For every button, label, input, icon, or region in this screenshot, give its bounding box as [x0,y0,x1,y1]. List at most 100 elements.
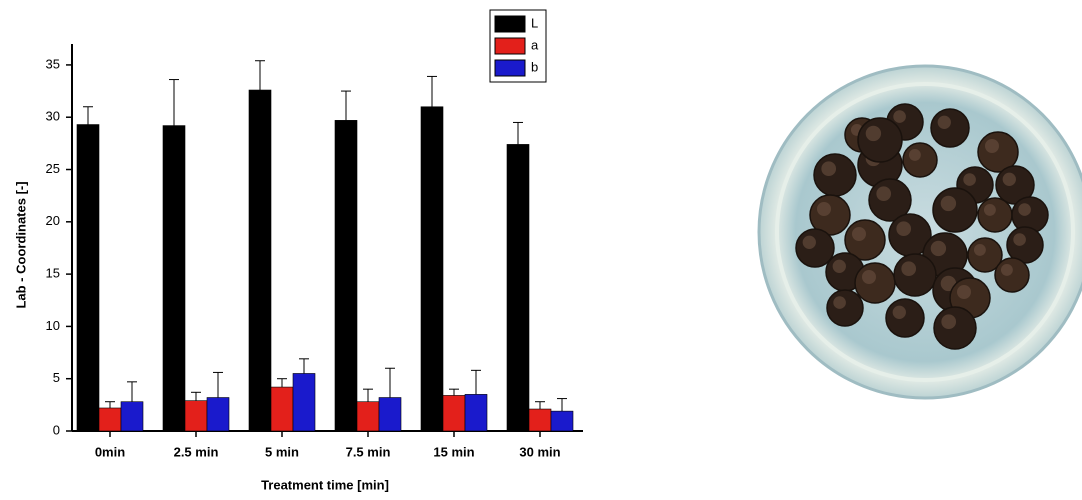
peppercorn-highlight [974,244,986,256]
x-tick-label: 7.5 min [346,444,391,459]
peppercorn [995,258,1029,292]
bar [121,402,143,431]
peppercorn-highlight [963,173,976,186]
peppercorn-highlight [1013,233,1026,246]
peppercorn [978,198,1012,232]
peppercorn-highlight [931,241,946,256]
x-tick-label: 30 min [519,444,560,459]
peppercorn [886,299,924,337]
bar [293,373,315,431]
bar [507,144,529,431]
bar [163,126,185,431]
error-bar [83,107,93,125]
peppercorn-highlight [985,139,999,153]
peppercorn-highlight [938,116,951,129]
legend-label: b [531,59,538,74]
peppercorn-highlight [901,261,916,276]
peppercorn [855,263,895,303]
figure: Treatment time [min] Lab - Coordinates [… [0,0,1082,500]
peppercorn-highlight [1003,173,1016,186]
peppercorn-highlight [821,161,836,176]
error-bar [255,61,265,90]
peppercorn [796,229,834,267]
peppercorn-highlight [1018,203,1031,216]
peppercorn-highlight [1001,264,1013,276]
peppercorn-highlight [817,202,831,216]
error-bar [105,402,115,408]
peppercorn-highlight [862,270,876,284]
error-bar [535,402,545,409]
bar [421,107,443,431]
error-bar [363,389,373,402]
peppercorn [933,188,977,232]
peppercorn-highlight [833,260,846,273]
peppercorn [814,154,856,196]
peppercorn [934,307,976,349]
error-bar [427,76,437,106]
error-bar [127,382,137,402]
legend-swatch [495,16,525,32]
bar [99,408,121,431]
error-bar [169,80,179,126]
peppercorn-highlight [941,196,956,211]
error-bar [299,359,309,374]
y-tick-label: 0 [53,422,60,437]
legend-swatch [495,60,525,76]
bar [443,395,465,431]
legend-label: L [531,15,538,30]
bar [185,401,207,431]
bar [465,394,487,431]
peppercorn-highlight [941,314,956,329]
bar [335,120,357,431]
y-tick-label: 15 [46,266,60,281]
bar [271,387,293,431]
peppercorn-highlight [852,227,866,241]
error-bar [341,91,351,120]
peppercorn-highlight [896,221,911,236]
error-bar [557,399,567,412]
peppercorn-highlight [893,306,906,319]
peppercorn [903,143,937,177]
bar [379,398,401,431]
error-bar [449,389,459,395]
peppercorn [931,109,969,147]
y-tick-label: 30 [46,109,60,124]
bar [249,90,271,431]
x-axis-label: Treatment time [min] [261,477,389,492]
bar [357,402,379,431]
peppercorn-highlight [833,296,846,309]
error-bar [385,368,395,397]
legend-swatch [495,38,525,54]
bar [77,125,99,431]
peppercorn [894,254,936,296]
y-tick-label: 20 [46,213,60,228]
peppercorn-highlight [866,126,881,141]
y-tick-label: 35 [46,56,60,71]
error-bar [191,392,201,400]
bar [207,398,229,431]
peppercorn [858,118,902,162]
x-tick-label: 0min [95,444,125,459]
peppercorn-photo [759,66,1082,398]
error-bar [513,122,523,144]
y-tick-label: 10 [46,318,60,333]
legend-label: a [531,37,539,52]
x-tick-label: 2.5 min [174,444,219,459]
peppercorn-highlight [957,285,971,299]
x-tick-label: 15 min [433,444,474,459]
peppercorn-highlight [984,204,996,216]
error-bar [213,372,223,397]
y-axis-label: Lab - Coordinates [-] [13,181,28,308]
bar [529,409,551,431]
peppercorn-highlight [893,110,906,123]
error-bar [277,379,287,387]
peppercorn-highlight [803,236,816,249]
peppercorn-highlight [876,186,891,201]
bar [551,411,573,431]
error-bar [471,370,481,394]
peppercorn [827,290,863,326]
peppercorn-highlight [909,149,921,161]
y-tick-label: 25 [46,161,60,176]
x-tick-label: 5 min [265,444,299,459]
y-tick-label: 5 [53,370,60,385]
